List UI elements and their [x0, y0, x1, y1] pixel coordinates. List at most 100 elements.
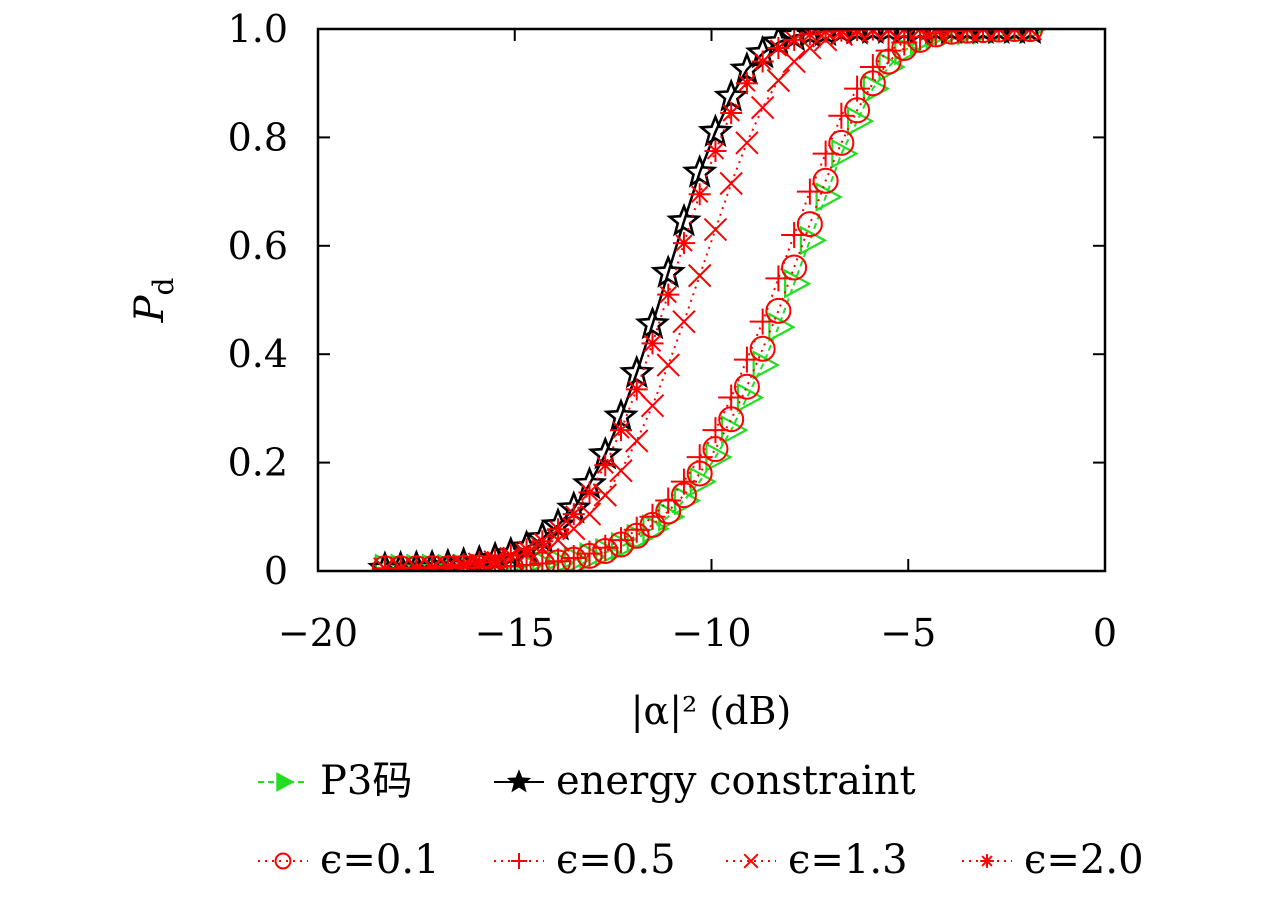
data-point — [718, 384, 745, 411]
data-point — [830, 29, 853, 42]
data-point — [634, 305, 671, 340]
legend-item: ϵ=2.0 — [962, 837, 1144, 883]
data-point — [844, 75, 871, 102]
data-point — [576, 540, 603, 567]
series-2 — [371, 29, 1044, 571]
data-point — [875, 37, 902, 64]
data-point — [859, 53, 886, 80]
data-point — [640, 393, 665, 418]
x-tick-label: −5 — [880, 611, 936, 655]
data-point — [626, 523, 655, 554]
data-point — [529, 550, 556, 571]
data-point — [922, 29, 949, 48]
data-point — [815, 182, 843, 212]
y-tick-label: 0.8 — [228, 115, 288, 159]
legend-label: ϵ=2.0 — [1024, 837, 1144, 883]
data-point — [720, 102, 743, 125]
data-point — [593, 483, 617, 507]
data-point — [812, 140, 839, 167]
series-line — [384, 29, 1031, 570]
data-point — [812, 167, 839, 194]
x-axis-title: |α|² (dB) — [631, 689, 791, 733]
data-point — [625, 378, 648, 401]
y-tick-label: 0.4 — [228, 332, 288, 376]
data-point — [531, 530, 554, 553]
data-point — [405, 556, 428, 571]
series-line — [384, 29, 1031, 570]
data-point — [389, 557, 412, 571]
y-axis-title-sub: d — [147, 278, 180, 296]
legend-item: energy constraint — [494, 758, 916, 804]
ticks-layer — [317, 28, 1106, 572]
series-5 — [373, 29, 1042, 571]
data-point — [681, 154, 718, 188]
data-point — [735, 131, 759, 155]
data-point — [733, 346, 760, 373]
data-point — [484, 548, 507, 571]
data-point — [607, 527, 634, 554]
series-4 — [373, 29, 1042, 571]
data-point — [560, 544, 587, 571]
data-point — [515, 538, 538, 561]
legend-marker — [743, 853, 759, 869]
data-point — [767, 36, 790, 59]
data-point — [749, 308, 776, 335]
y-tick-labels: 0 0.2 0.4 0.6 0.8 1.0 — [228, 7, 288, 593]
data-point — [798, 29, 821, 46]
data-point — [373, 557, 396, 571]
series-1 — [367, 29, 1042, 571]
data-point — [452, 553, 475, 571]
data-point — [592, 534, 619, 561]
series-line — [384, 29, 1031, 570]
data-point — [750, 95, 775, 120]
data-point — [436, 555, 459, 571]
data-point — [625, 429, 649, 453]
y-tick-label: 1.0 — [228, 7, 288, 51]
legend-label: energy constraint — [556, 758, 916, 804]
data-point — [421, 556, 444, 571]
data-point — [670, 468, 697, 495]
legend-marker — [274, 852, 292, 870]
data-point — [765, 265, 792, 292]
data-point — [672, 309, 696, 334]
data-point — [752, 350, 780, 380]
data-point — [562, 503, 585, 526]
data-point — [578, 481, 601, 504]
data-point — [828, 102, 855, 129]
x-tick-label: 0 — [1093, 611, 1117, 655]
data-point — [639, 503, 666, 530]
data-point — [781, 221, 808, 248]
data-point — [783, 29, 806, 51]
plot-frame — [316, 27, 1107, 573]
data-point — [784, 268, 812, 299]
data-point — [719, 171, 743, 196]
data-point — [688, 183, 711, 206]
legend-item: ϵ=0.5 — [494, 837, 676, 883]
data-point — [846, 106, 875, 136]
legend-marker — [506, 769, 532, 793]
data-point — [799, 225, 828, 256]
data-point — [1004, 29, 1032, 44]
data-point — [782, 49, 806, 74]
data-point — [657, 283, 680, 306]
data-point — [781, 254, 808, 281]
data-point — [1020, 29, 1048, 44]
series-line — [384, 29, 1031, 571]
data-point — [704, 139, 727, 162]
data-point — [655, 487, 682, 514]
series-3 — [371, 29, 1044, 571]
data-point — [702, 417, 729, 444]
legend-item: ϵ=1.3 — [726, 837, 908, 883]
data-point — [686, 444, 713, 471]
x-tick-labels: −20 −15 −10 −5 0 — [278, 611, 1117, 655]
legend-item: P3码 — [258, 758, 412, 804]
legend: P3码 energy constraint ϵ=0.1 ϵ=0.5 ϵ=1.3 ϵ=2.0 — [258, 758, 1144, 883]
legend-label: ϵ=1.3 — [788, 837, 908, 883]
legend-label: P3码 — [320, 758, 412, 804]
data-point — [735, 72, 758, 95]
legend-marker — [510, 852, 528, 870]
legend-label: ϵ=0.1 — [320, 837, 440, 883]
data-point — [796, 178, 823, 205]
x-tick-label: −10 — [671, 611, 751, 655]
